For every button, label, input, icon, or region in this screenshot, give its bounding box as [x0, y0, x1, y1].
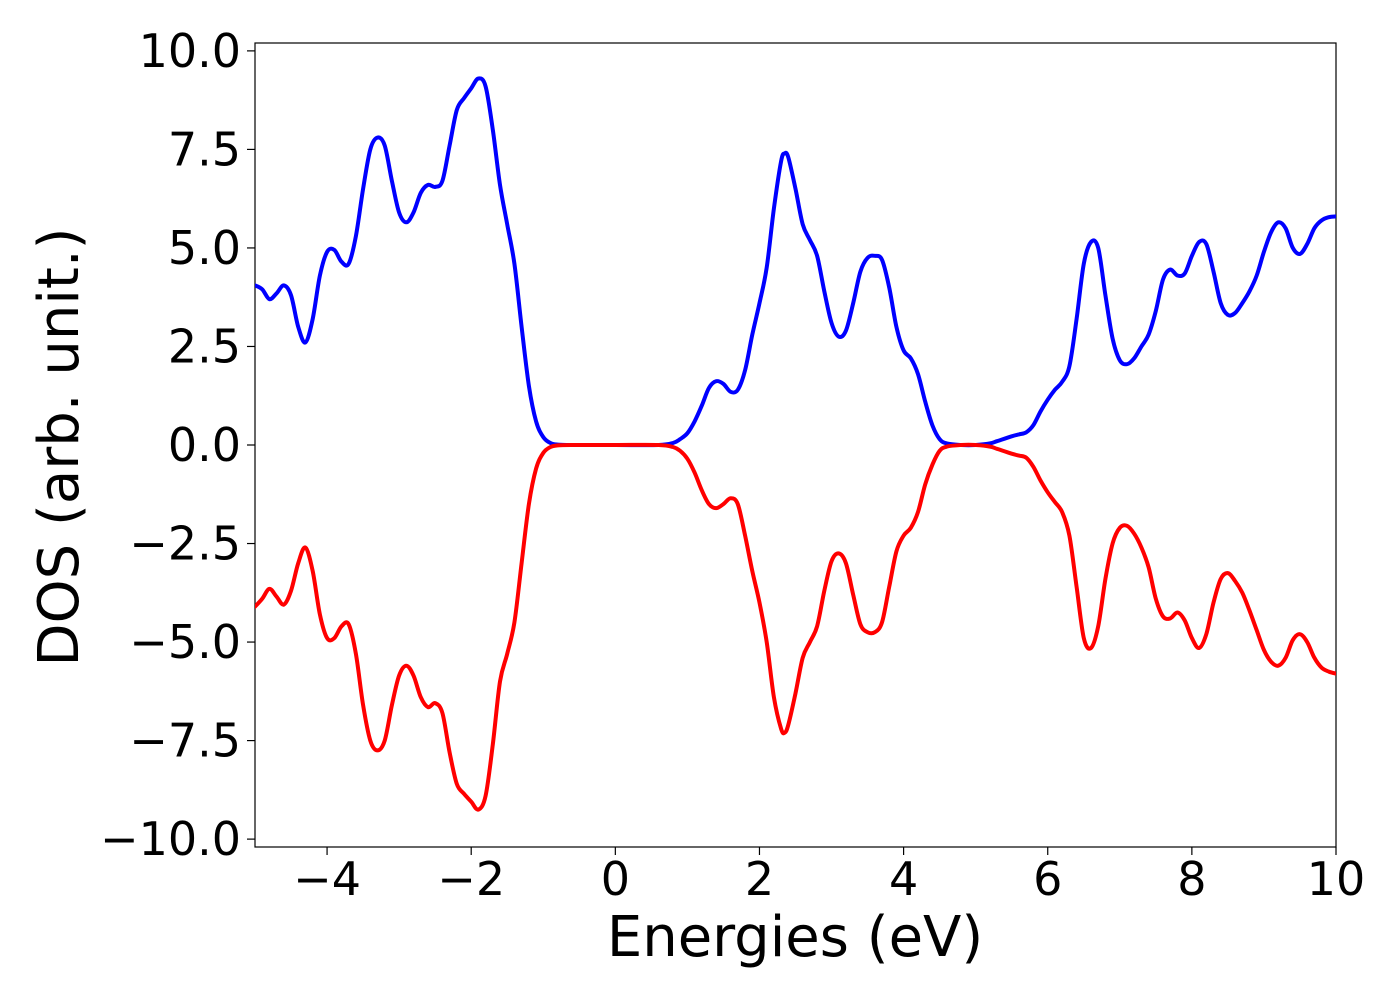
y-tick-label: 5.0 — [168, 221, 241, 275]
y-axis: 10.0 7.5 5.0 2.5 0.0 −2.5 −5.0 −7.5 −10.0 — [100, 24, 255, 866]
x-tick-label: 6 — [1033, 852, 1062, 906]
series-line-positive — [255, 76, 1336, 448]
y-tick-label: −2.5 — [129, 517, 241, 571]
x-axis-label: Energies (eV) — [607, 905, 983, 970]
y-tick-label: −5.0 — [129, 615, 241, 669]
x-tick-label: 4 — [889, 852, 918, 906]
x-tick-label: −4 — [293, 852, 361, 906]
y-tick-label: 10.0 — [139, 24, 241, 78]
x-tick-label: 0 — [601, 852, 630, 906]
y-tick-label: −10.0 — [100, 812, 241, 866]
y-tick-label: 7.5 — [168, 122, 241, 176]
x-tick-label: 10 — [1307, 852, 1366, 906]
x-axis: −4 −2 0 2 4 6 8 10 — [293, 847, 1365, 906]
y-tick-label: 0.0 — [168, 418, 241, 472]
plot-frame — [254, 42, 1337, 848]
x-tick-label: −2 — [437, 852, 505, 906]
x-tick-label: 8 — [1177, 852, 1206, 906]
y-axis-label: DOS (arb. unit.) — [27, 227, 92, 666]
x-tick-label: 2 — [745, 852, 774, 906]
series-layer — [255, 76, 1336, 812]
y-tick-label: 2.5 — [168, 319, 241, 373]
y-tick-label: −7.5 — [129, 714, 241, 768]
series-line-negative — [255, 442, 1336, 812]
plot-area — [254, 42, 1337, 848]
